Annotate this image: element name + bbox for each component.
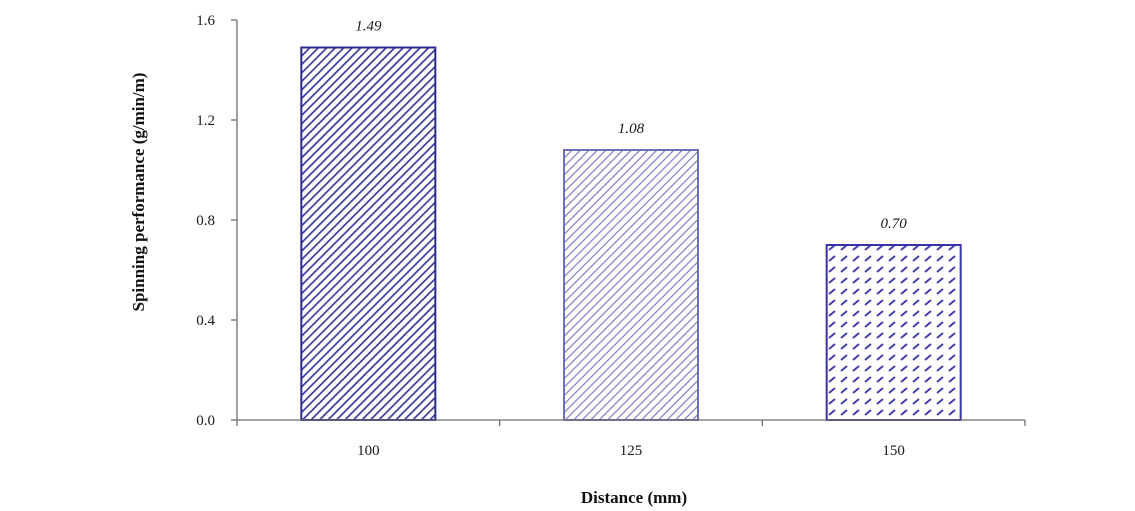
data-label-100: 1.49 bbox=[355, 19, 382, 35]
bar-150 bbox=[825, 244, 962, 421]
y-tick-label: 0.4 bbox=[196, 313, 215, 329]
bar-100 bbox=[300, 46, 437, 421]
y-tick-label: 1.6 bbox=[196, 13, 215, 29]
bar-125 bbox=[563, 149, 699, 421]
y-tick-label: 0.8 bbox=[196, 213, 215, 229]
data-label-150: 0.70 bbox=[881, 216, 908, 232]
y-axis-title: Spinning performance (g/min/m) bbox=[129, 73, 148, 312]
y-tick-label: 0.0 bbox=[196, 413, 215, 429]
x-tick-label: 125 bbox=[620, 443, 643, 459]
data-label-125: 1.08 bbox=[618, 121, 645, 137]
x-axis-title: Distance (mm) bbox=[581, 488, 687, 507]
x-tick-label: 100 bbox=[357, 443, 380, 459]
y-tick-label: 1.2 bbox=[196, 113, 215, 129]
x-tick-label: 150 bbox=[882, 443, 905, 459]
